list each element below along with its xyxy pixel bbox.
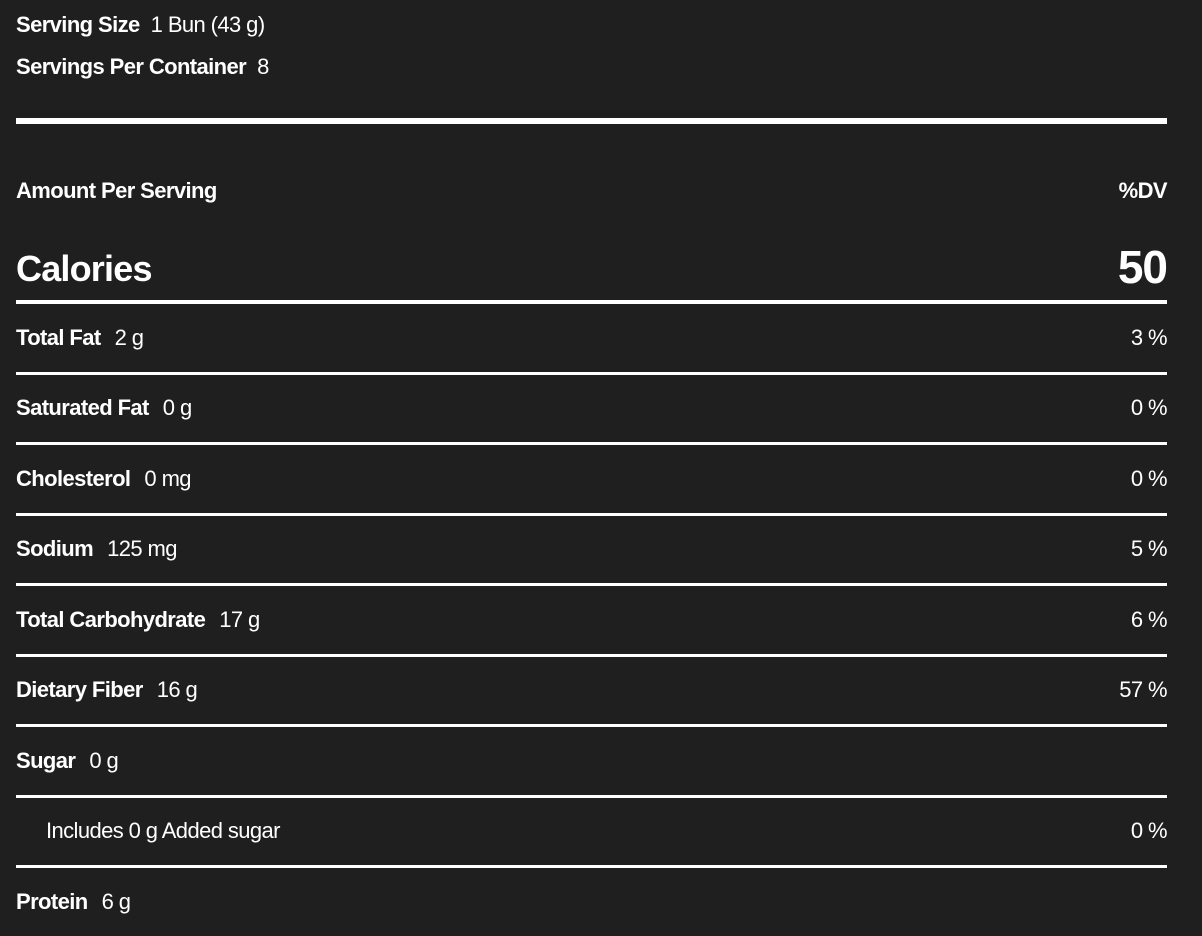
nutrient-label: Cholesterol 0 mg xyxy=(16,465,192,492)
nutrient-row: Sugar 0 g xyxy=(16,727,1167,798)
calories-row: Calories 50 xyxy=(16,238,1168,293)
nutrient-name: Protein xyxy=(16,888,88,914)
nutrient-name: Sugar xyxy=(16,747,76,773)
nutrient-row: Saturated Fat 0 g 0 % xyxy=(16,375,1168,445)
nutrient-dv: 0 % xyxy=(1130,465,1168,491)
nutrient-dv: 5 % xyxy=(1130,536,1168,562)
nutrient-amount: 16 g xyxy=(156,677,198,703)
calories-divider xyxy=(16,300,1167,304)
nutrient-amount: 0 mg xyxy=(144,465,191,491)
nutrient-label: Dietary Fiber 16 g xyxy=(16,677,198,703)
nutrient-amount: 0 g xyxy=(89,747,119,773)
dv-header: %DV xyxy=(1118,178,1168,203)
servings-per-container-value: 8 xyxy=(257,54,269,79)
nutrient-row: Dietary Fiber 16 g 57 % xyxy=(16,657,1168,727)
nutrient-dv: 0 % xyxy=(1130,818,1168,844)
nutrient-name: Sodium xyxy=(16,536,94,562)
calories-value: 50 xyxy=(1117,241,1168,293)
nutrient-label: Saturated Fat 0 g xyxy=(16,395,192,421)
nutrient-dv: 6 % xyxy=(1130,606,1168,632)
nutrient-row: Cholesterol 0 mg 0 % xyxy=(16,445,1168,516)
servings-per-container: Servings Per Container 8 xyxy=(16,54,269,80)
serving-size-value: 1 Bun (43 g) xyxy=(150,12,265,37)
nutrient-name: Total Carbohydrate xyxy=(16,606,206,632)
nutrient-label: Sodium 125 mg xyxy=(16,536,177,562)
amount-per-serving-header: Amount Per Serving %DV xyxy=(16,178,1168,204)
nutrient-row: Sodium 125 mg 5 % xyxy=(16,516,1168,586)
thick-divider xyxy=(16,118,1167,124)
nutrient-name: Total Fat xyxy=(16,324,101,350)
nutrient-name: Saturated Fat xyxy=(16,395,149,421)
nutrient-row: Protein 6 g xyxy=(16,868,1167,936)
nutrient-amount: 2 g xyxy=(114,324,144,350)
nutrient-row: Total Fat 2 g 3 % xyxy=(16,304,1168,375)
nutrient-label: Protein 6 g xyxy=(16,888,131,915)
amount-per-serving-label: Amount Per Serving xyxy=(16,178,217,203)
calories-label: Calories xyxy=(16,248,152,289)
nutrient-label: Sugar 0 g xyxy=(16,747,119,774)
serving-size-label: Serving Size xyxy=(16,12,140,37)
nutrient-name: Dietary Fiber xyxy=(16,677,143,703)
nutrient-row: Includes 0 g Added sugar 0 % xyxy=(16,798,1168,868)
nutrient-label: Total Fat 2 g xyxy=(16,324,144,351)
nutrient-label: Total Carbohydrate 17 g xyxy=(16,607,260,633)
nutrient-amount: Includes 0 g Added sugar xyxy=(46,818,281,844)
nutrient-dv: 0 % xyxy=(1130,395,1168,421)
nutrient-row: Total Carbohydrate 17 g 6 % xyxy=(16,586,1168,657)
serving-size: Serving Size 1 Bun (43 g) xyxy=(16,12,265,38)
servings-per-container-label: Servings Per Container xyxy=(16,54,247,79)
nutrient-name: Cholesterol xyxy=(16,465,131,491)
nutrient-amount: 125 mg xyxy=(107,536,177,562)
nutrient-amount: 0 g xyxy=(162,395,192,421)
nutrient-amount: 17 g xyxy=(219,606,260,632)
nutrient-dv: 3 % xyxy=(1130,324,1168,350)
nutrient-label: Includes 0 g Added sugar xyxy=(16,818,281,844)
nutrient-dv: 57 % xyxy=(1119,677,1167,703)
nutrient-amount: 6 g xyxy=(101,888,131,914)
